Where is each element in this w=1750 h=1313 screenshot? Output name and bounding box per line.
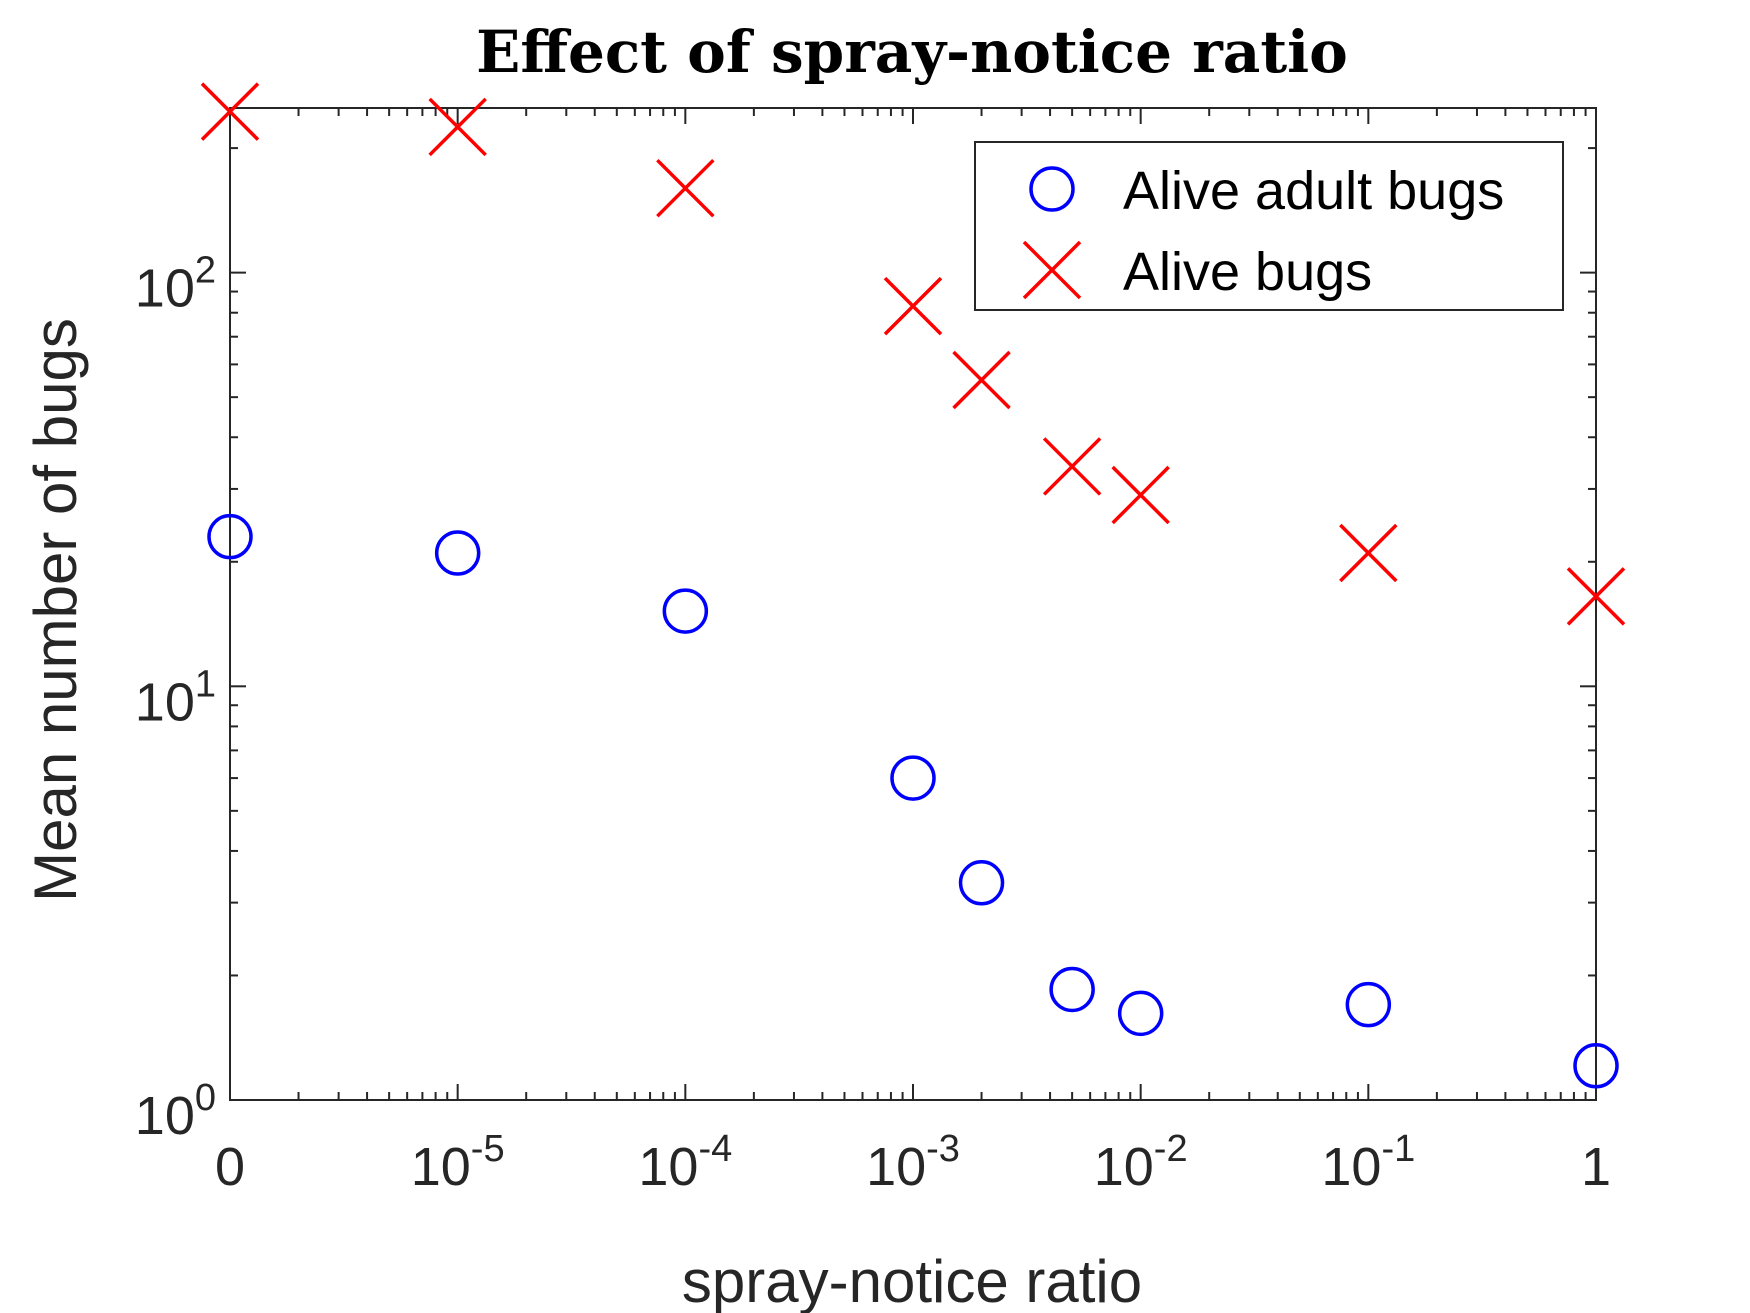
data-point-x [1111, 465, 1170, 525]
data-points [200, 82, 1626, 1089]
legend-symbols [1022, 166, 1082, 300]
x-tick-label: 10-4 [638, 1128, 732, 1197]
x-tick-label: 0 [215, 1137, 245, 1197]
data-point-circle [434, 530, 481, 576]
data-point-x [200, 82, 260, 141]
data-point-x [656, 158, 715, 218]
x-tick-label: 10-5 [411, 1128, 505, 1197]
legend-x-icon [1022, 240, 1082, 300]
data-point-x [1566, 567, 1626, 626]
data-point-x [1042, 437, 1102, 496]
axis-ticks [230, 108, 1597, 1101]
legend[interactable]: Alive adult bugs Alive bugs [974, 141, 1564, 311]
legend-label-alive-adult-bugs: Alive adult bugs [1123, 161, 1504, 221]
y-tick-label: 100 [135, 1077, 216, 1146]
data-point-circle [662, 588, 709, 634]
data-point-x [952, 350, 1011, 410]
data-point-x [428, 97, 487, 157]
legend-circle-icon [1029, 166, 1075, 212]
y-tick-label: 101 [135, 663, 216, 732]
chart-title: Effect of spray-notice ratio [476, 18, 1348, 86]
x-tick-label: 1 [1581, 1137, 1611, 1197]
x-axis-label: spray-notice ratio [682, 1248, 1142, 1313]
legend-box [974, 141, 1564, 311]
series-alive-adult-bugs [207, 513, 1619, 1089]
data-point-circle [1345, 981, 1392, 1028]
data-point-circle [207, 513, 253, 560]
y-tick-label: 102 [135, 250, 216, 319]
y-axis-label: Mean number of bugs [22, 318, 89, 902]
series-alive-bugs [200, 82, 1626, 626]
data-point-circle [1049, 966, 1095, 1013]
data-point-circle [1573, 1043, 1619, 1089]
data-point-x [883, 276, 943, 336]
data-point-circle [890, 755, 936, 801]
data-point-circle [958, 860, 1005, 906]
data-point-circle [1117, 990, 1164, 1037]
x-tick-label: 10-2 [1094, 1128, 1188, 1197]
data-point-x [1339, 523, 1398, 583]
x-tick-label: 10-1 [1321, 1128, 1415, 1197]
y-axis-tick-labels: 100 101 102 [135, 250, 216, 1146]
x-axis-tick-labels: 0 10-5 10-4 10-3 10-2 10-1 1 [215, 1128, 1611, 1197]
x-tick-label: 10-3 [866, 1128, 960, 1197]
legend-label-alive-bugs: Alive bugs [1123, 242, 1372, 302]
